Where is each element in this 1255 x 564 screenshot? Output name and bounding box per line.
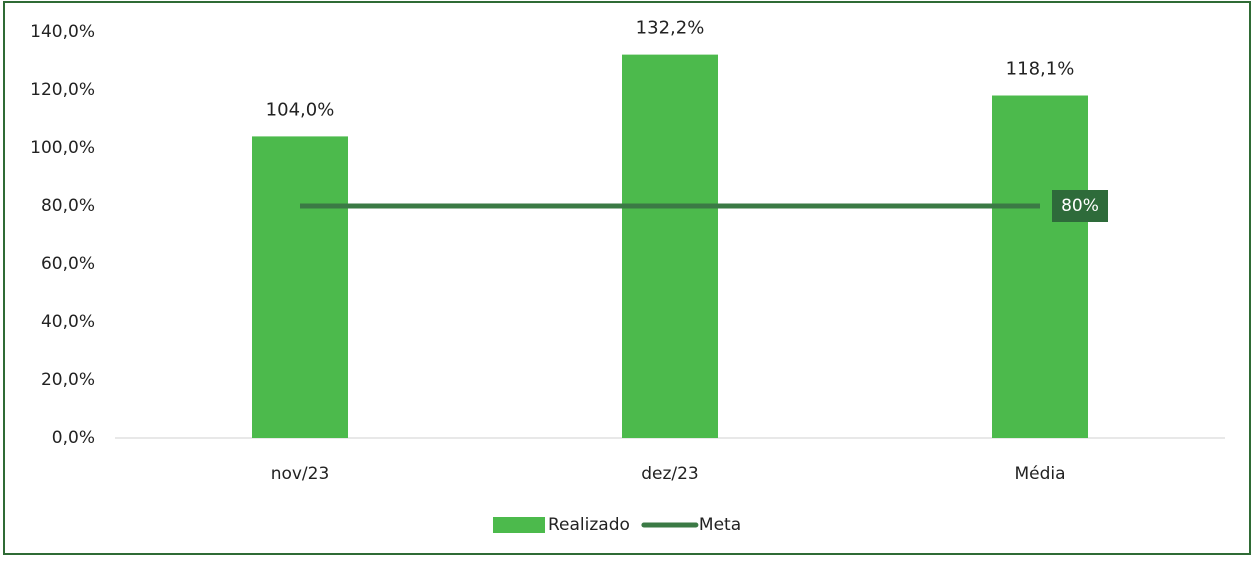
y-tick-label: 20,0%	[41, 370, 95, 390]
data-label: 118,1%	[1006, 59, 1075, 80]
y-tick-label: 120,0%	[30, 80, 95, 100]
data-label: 132,2%	[636, 18, 705, 39]
data-label: 104,0%	[266, 99, 335, 120]
y-tick-label: 80,0%	[41, 196, 95, 216]
legend-swatch	[493, 517, 545, 533]
legend-label: Realizado	[548, 515, 630, 535]
bar	[622, 54, 718, 439]
y-tick-label: 0,0%	[52, 428, 95, 448]
y-tick-label: 40,0%	[41, 312, 95, 332]
y-tick-label: 100,0%	[30, 138, 95, 158]
bar	[992, 95, 1088, 438]
legend-label: Meta	[699, 515, 741, 535]
data-label-box	[1052, 190, 1108, 222]
y-tick-label: 140,0%	[30, 22, 95, 42]
x-tick-label: dez/23	[641, 464, 699, 484]
x-tick-label: nov/23	[271, 464, 330, 484]
y-tick-label: 60,0%	[41, 254, 95, 274]
x-tick-label: Média	[1014, 464, 1065, 484]
bar	[252, 136, 348, 438]
data-label: 80%	[1061, 196, 1099, 216]
